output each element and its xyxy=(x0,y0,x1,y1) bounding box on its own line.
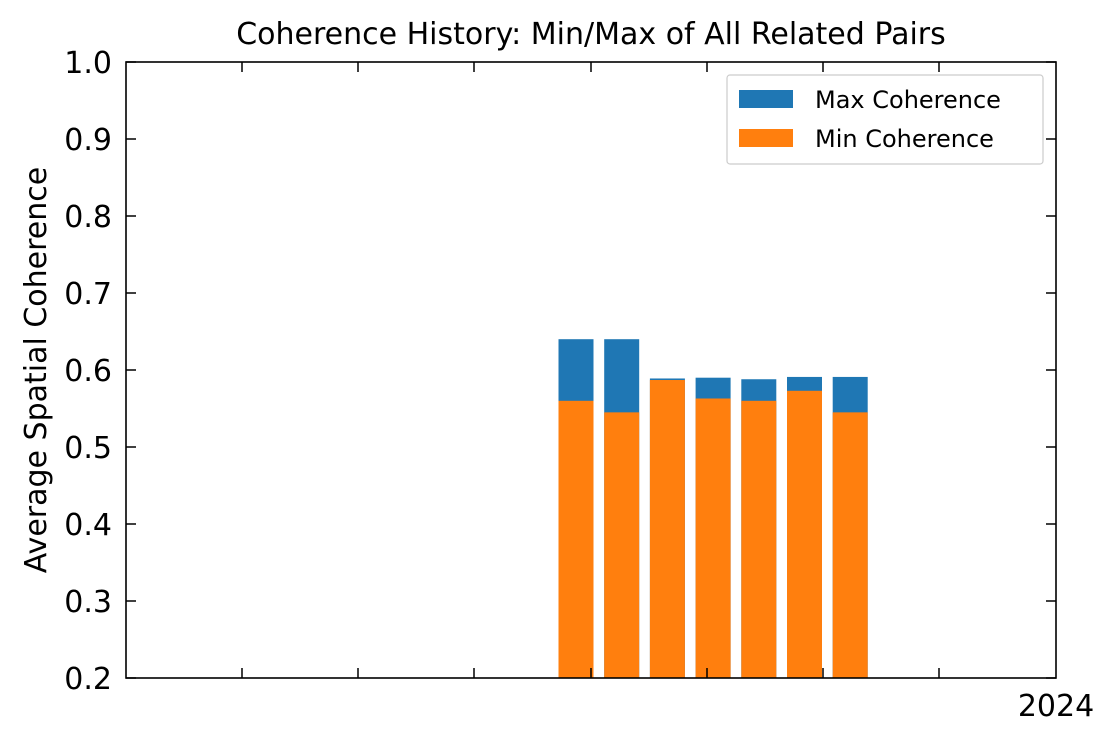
bar-min-2 xyxy=(604,412,640,678)
legend-label-max: Max Coherence xyxy=(815,86,1001,114)
bar-min-1 xyxy=(558,400,594,678)
legend-swatch-max xyxy=(739,90,793,108)
y-tick-label-3: 0.4 xyxy=(64,508,112,543)
legend-box xyxy=(726,74,1044,165)
bar-min-6 xyxy=(787,390,822,678)
x-tick-label-1: 2024 xyxy=(1018,689,1094,724)
legend-label-min: Min Coherence xyxy=(815,125,994,153)
y-tick-label-7: 0.8 xyxy=(64,200,112,235)
y-tick-label-9: 1.0 xyxy=(64,46,112,81)
y-tick-label-2: 0.3 xyxy=(64,585,112,620)
y-tick-label-4: 0.5 xyxy=(64,431,112,466)
bar-min-7 xyxy=(832,412,868,678)
plot-frame xyxy=(125,61,1057,679)
bar-min-4 xyxy=(695,398,731,678)
legend: Max Coherence Min Coherence xyxy=(726,74,1044,165)
legend-swatch-min xyxy=(739,129,793,147)
y-tick-label-5: 0.6 xyxy=(64,354,112,389)
y-tick-label-6: 0.7 xyxy=(64,277,112,312)
y-tick-label-1: 0.2 xyxy=(64,662,112,697)
chart-title: Coherence History: Min/Max of All Relate… xyxy=(236,17,946,52)
y-tick-label-8: 0.9 xyxy=(64,123,112,158)
y-axis-label: Average Spatial Coherence xyxy=(19,167,54,573)
bar-min-3 xyxy=(649,380,685,678)
bar-min-5 xyxy=(741,400,777,678)
bars-layer xyxy=(558,339,868,678)
